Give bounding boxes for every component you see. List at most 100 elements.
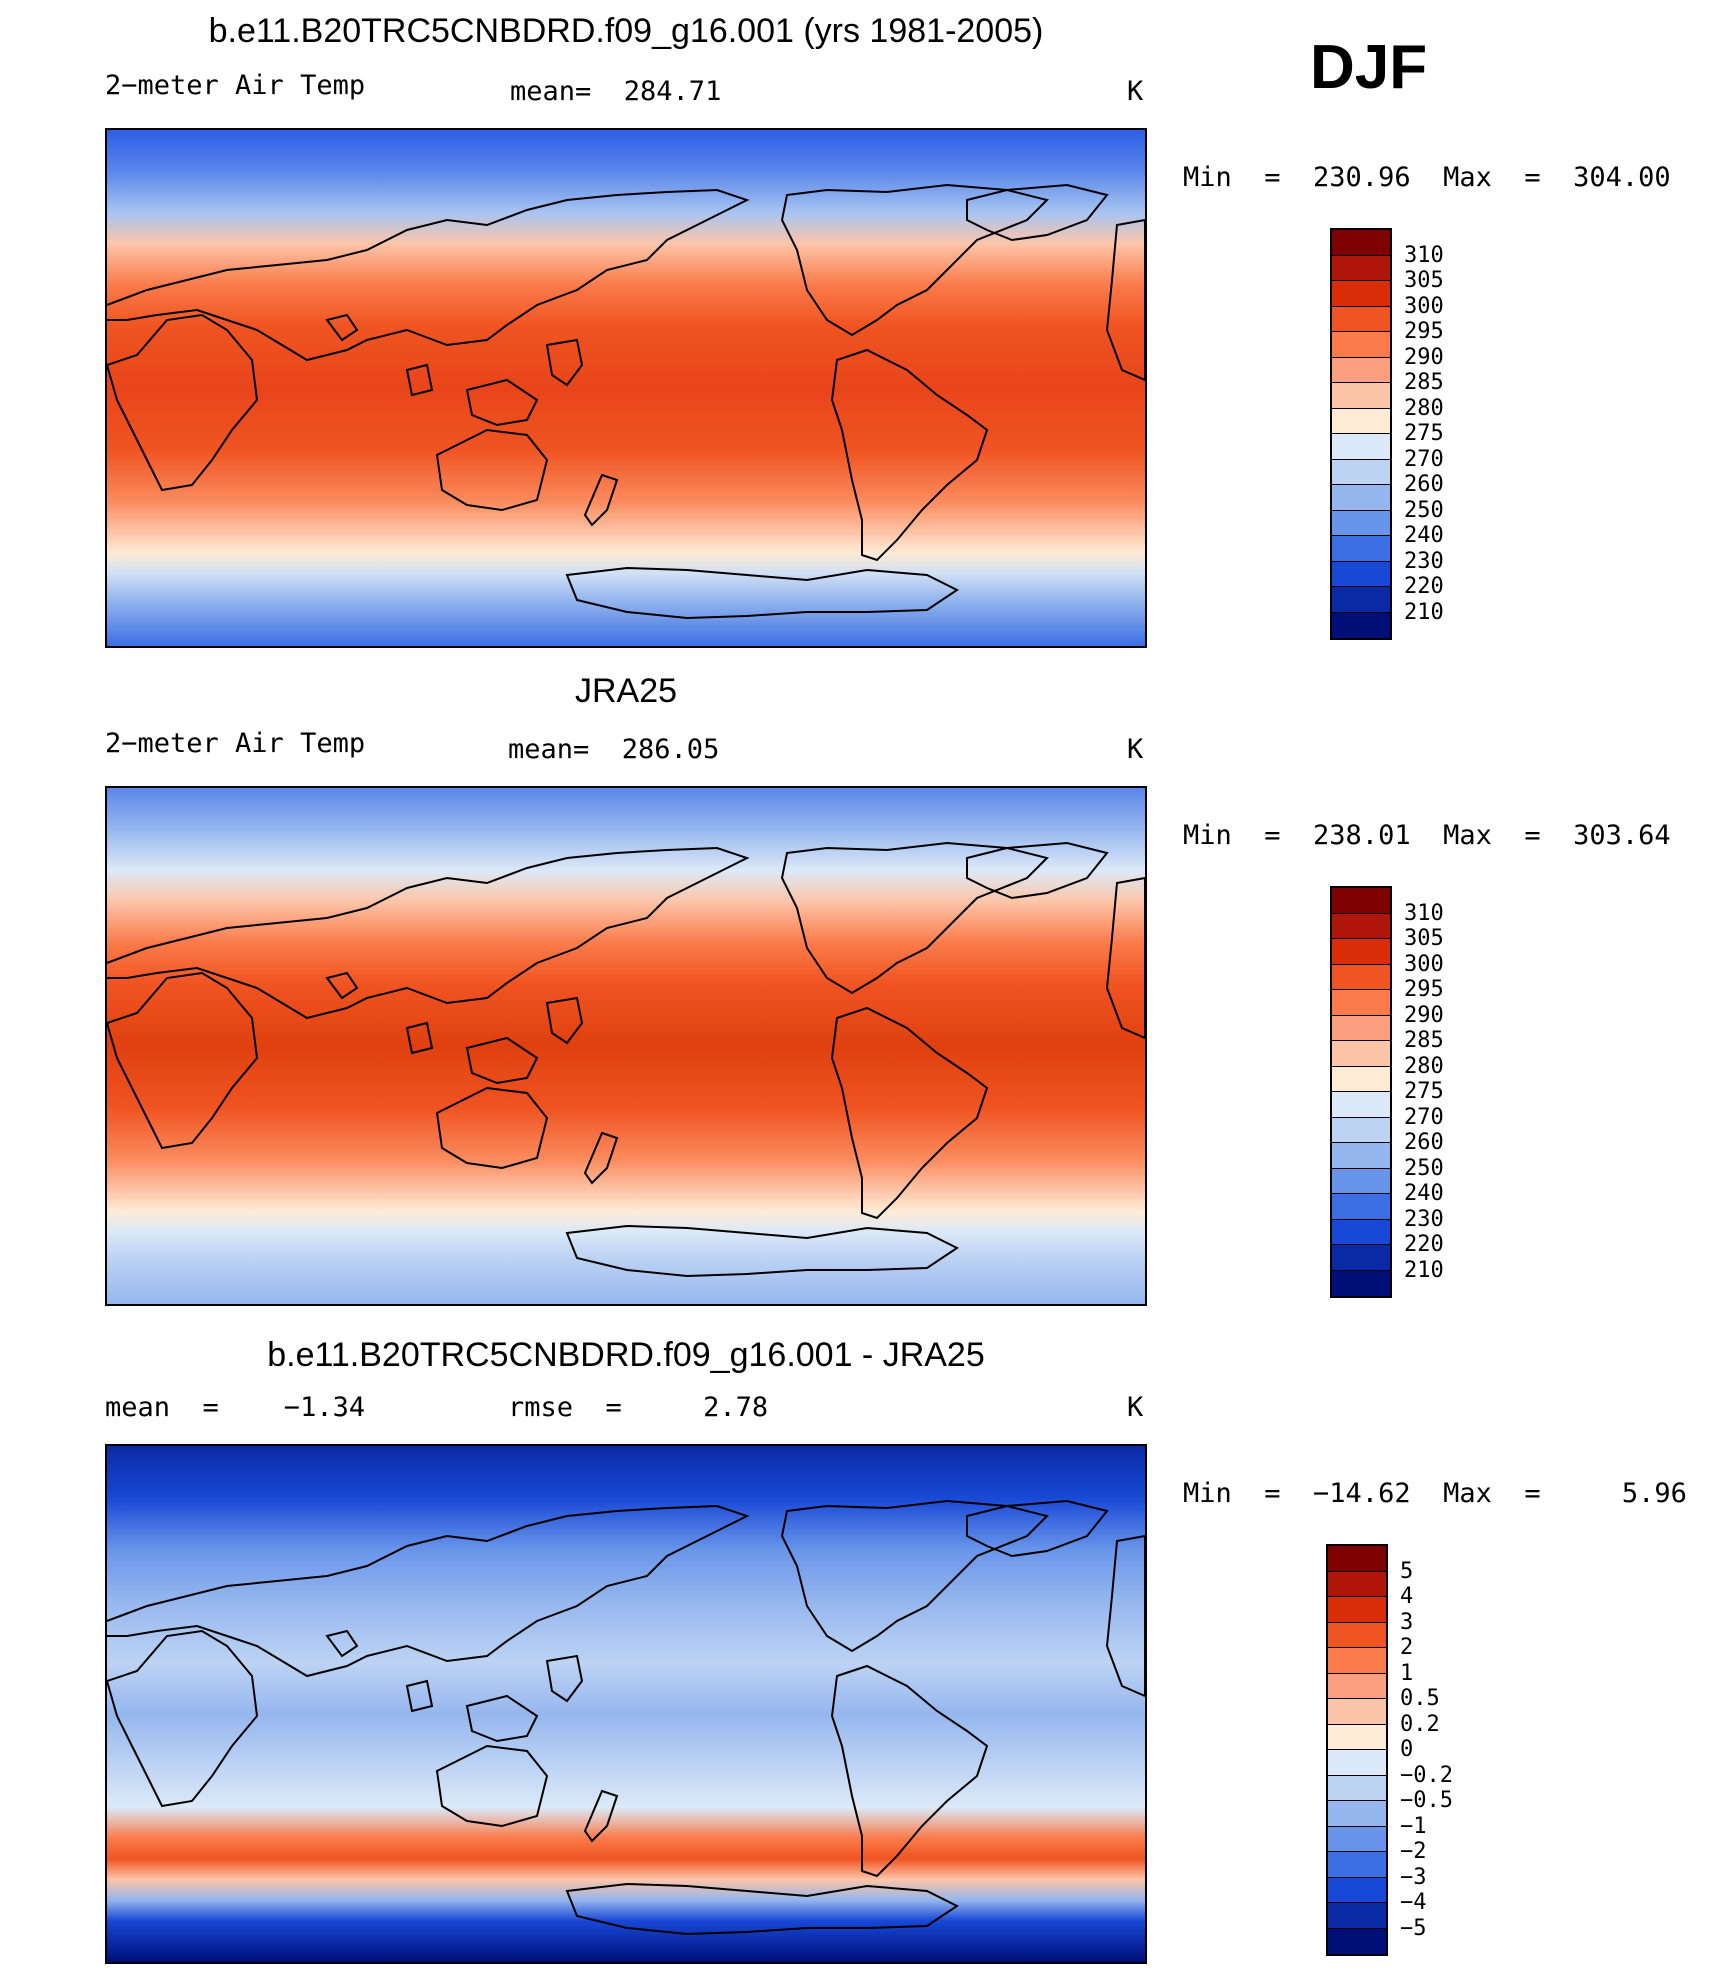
panel-3-colorbar-swatch (1328, 1877, 1386, 1903)
panel-2-colorbar-tick-label: 290 (1404, 1002, 1444, 1028)
panel-3-colorbar-tick-label: 0.2 (1400, 1711, 1440, 1737)
panel-2-colorbar-tick-label: 275 (1404, 1079, 1444, 1104)
panel-1-colorbar-tick-label: 220 (1404, 574, 1444, 599)
panel-1-map (105, 128, 1147, 648)
panel-3-colorbar-swatch (1328, 1852, 1386, 1878)
panel-2-colorbar-swatch (1332, 1041, 1390, 1067)
panel-2-coastline-13 (465, 1036, 539, 1085)
panel-2-colorbar-tick-label: 270 (1404, 1104, 1444, 1130)
panel-3-coastline-13 (465, 1694, 539, 1743)
panel-3-colorbar-tick-label: −2 (1400, 1839, 1427, 1864)
panel-3-colorbar-swatch (1328, 1724, 1386, 1750)
panel-3-colorbar-tick-label: 2 (1400, 1635, 1414, 1660)
panel-2-colorbar-tick-label: 250 (1404, 1155, 1444, 1181)
panel-1-coastline-8 (966, 183, 1109, 242)
panel-3-colorbar-tick-label: 4 (1400, 1584, 1414, 1609)
panel-2-coastline-11 (325, 971, 359, 1000)
panel-2-field (107, 788, 1145, 1304)
panel-2-coastlines (107, 841, 1145, 1278)
panel-3-colorbar-tick-label: 0 (1400, 1737, 1414, 1762)
panel-3-colorbar-swatch (1328, 1801, 1386, 1827)
panel-3-colorbar-tick-label: 1 (1400, 1660, 1414, 1686)
panel-1-title: b.e11.B20TRC5CNBDRD.f09_g16.001 (yrs 198… (208, 12, 1044, 50)
panel-1-variable-label: 2−meter Air Temp (105, 70, 366, 101)
panel-1-colorbar-tick-label: 240 (1404, 523, 1444, 548)
panel-1-coastline-12 (405, 363, 434, 397)
panel-2-coastline-5 (583, 1131, 619, 1185)
panel-3-colorbar-tick-label: 5 (1400, 1558, 1414, 1584)
panel-1-colorbar-swatch (1332, 536, 1390, 562)
panel-2-coastline-2 (107, 846, 750, 1020)
panel-2-coastline-8 (966, 841, 1109, 900)
panel-1-colorbar-swatch (1332, 408, 1390, 434)
panel-3-coastline-3 (545, 1654, 584, 1703)
panel-3-title: b.e11.B20TRC5CNBDRD.f09_g16.001 - JRA25 (267, 1336, 985, 1374)
panel-2-colorbar-tick-label: 230 (1404, 1206, 1444, 1232)
panel-2-colorbar-swatch (1332, 1168, 1390, 1194)
panel-2-coastline-1 (107, 971, 259, 1150)
panel-2-colorbar-swatch (1332, 939, 1390, 965)
panel-2-coastline-7 (830, 1006, 989, 1220)
panel-1-colorbar-swatch (1332, 587, 1390, 613)
panel-1-colorbar-swatch (1332, 485, 1390, 511)
panel-3-coastlines (107, 1499, 1145, 1936)
panel-3-coastline-1 (107, 1629, 259, 1808)
panel-1-coastline-3 (545, 338, 584, 387)
panel-1-colorbar-swatch (1332, 332, 1390, 358)
panel-2-colorbar-swatch (1332, 1143, 1390, 1169)
panel-3-colorbar-tick-label: −0.2 (1400, 1762, 1453, 1788)
panel-3-colorbar-tick-label: 3 (1400, 1609, 1414, 1635)
panel-3-colorbar (1326, 1544, 1388, 1956)
panel-1-coastlines (107, 183, 1145, 620)
panel-1-colorbar-tick-label: 270 (1404, 446, 1444, 472)
panel-3-mean-label: mean = −1.34 (105, 1392, 366, 1423)
panel-3-coastline-12 (405, 1679, 434, 1713)
panel-3-colorbar-swatch (1328, 1826, 1386, 1852)
panel-1-mean-label: mean= 284.71 (510, 76, 722, 107)
panel-3-coastline-9 (1105, 1534, 1145, 1698)
panel-1-colorbar-tick-label: 295 (1404, 319, 1444, 344)
panel-3-coastline-2 (107, 1504, 750, 1678)
panel-2-colorbar-tick-label: 285 (1404, 1028, 1444, 1053)
panel-2-colorbar-swatch (1332, 1245, 1390, 1271)
panel-1-colorbar-swatch (1332, 383, 1390, 409)
panel-2-map (105, 786, 1147, 1306)
panel-3-colorbar-tick-label: −4 (1400, 1890, 1427, 1915)
panel-1-colorbar-tick-label: 290 (1404, 344, 1444, 370)
panel-1-colorbar-swatch (1332, 357, 1390, 383)
panel-1-colorbar-swatch (1332, 230, 1390, 256)
panel-1-coastline-10 (565, 566, 959, 620)
panel-3-colorbar-swatch (1328, 1622, 1386, 1648)
panel-2-coastline-12 (405, 1021, 434, 1055)
panel-1-coastline-4 (435, 428, 549, 512)
panel-1-colorbar-swatch (1332, 434, 1390, 460)
panel-1-coastline-13 (465, 378, 539, 427)
panel-3-colorbar-swatch (1328, 1597, 1386, 1623)
panel-1-units-label: K (1127, 76, 1144, 107)
panel-2-colorbar-swatch (1332, 1015, 1390, 1041)
panel-2-colorbar-swatch (1332, 1066, 1390, 1092)
panel-2-colorbar-tick-label: 220 (1404, 1232, 1444, 1257)
panel-1-colorbar-tick-label: 280 (1404, 395, 1444, 421)
season-label: DJF (1310, 33, 1428, 102)
panel-1-colorbar-tick-label: 285 (1404, 370, 1444, 395)
panel-1-colorbar-swatch (1332, 255, 1390, 281)
panel-1-coastline-1 (107, 313, 259, 492)
panel-3-colorbar-tick-label: 0.5 (1400, 1686, 1440, 1711)
panel-3-coastline-7 (830, 1664, 989, 1878)
panel-2-colorbar-tick-label: 300 (1404, 951, 1444, 977)
panel-2-coastline-10 (565, 1224, 959, 1278)
panel-1-colorbar (1330, 228, 1392, 640)
panel-1-colorbar-tick-label: 210 (1404, 599, 1444, 625)
panel-1-colorbar-swatch (1332, 281, 1390, 307)
panel-2-coastline-9 (1105, 876, 1145, 1040)
panel-3-coastline-8 (966, 1499, 1109, 1558)
panel-1-field (107, 130, 1145, 646)
panel-2-title: JRA25 (574, 672, 678, 710)
panel-1-colorbar-swatch (1332, 306, 1390, 332)
panel-3-colorbar-swatch (1328, 1673, 1386, 1699)
panel-3-colorbar-tick-label: −3 (1400, 1864, 1427, 1890)
panel-2-colorbar-swatch (1332, 1219, 1390, 1245)
panel-3-minmax: Min = −14.62 Max = 5.96 (1183, 1478, 1687, 1509)
panel-1-colorbar-tick-label: 305 (1404, 268, 1444, 293)
